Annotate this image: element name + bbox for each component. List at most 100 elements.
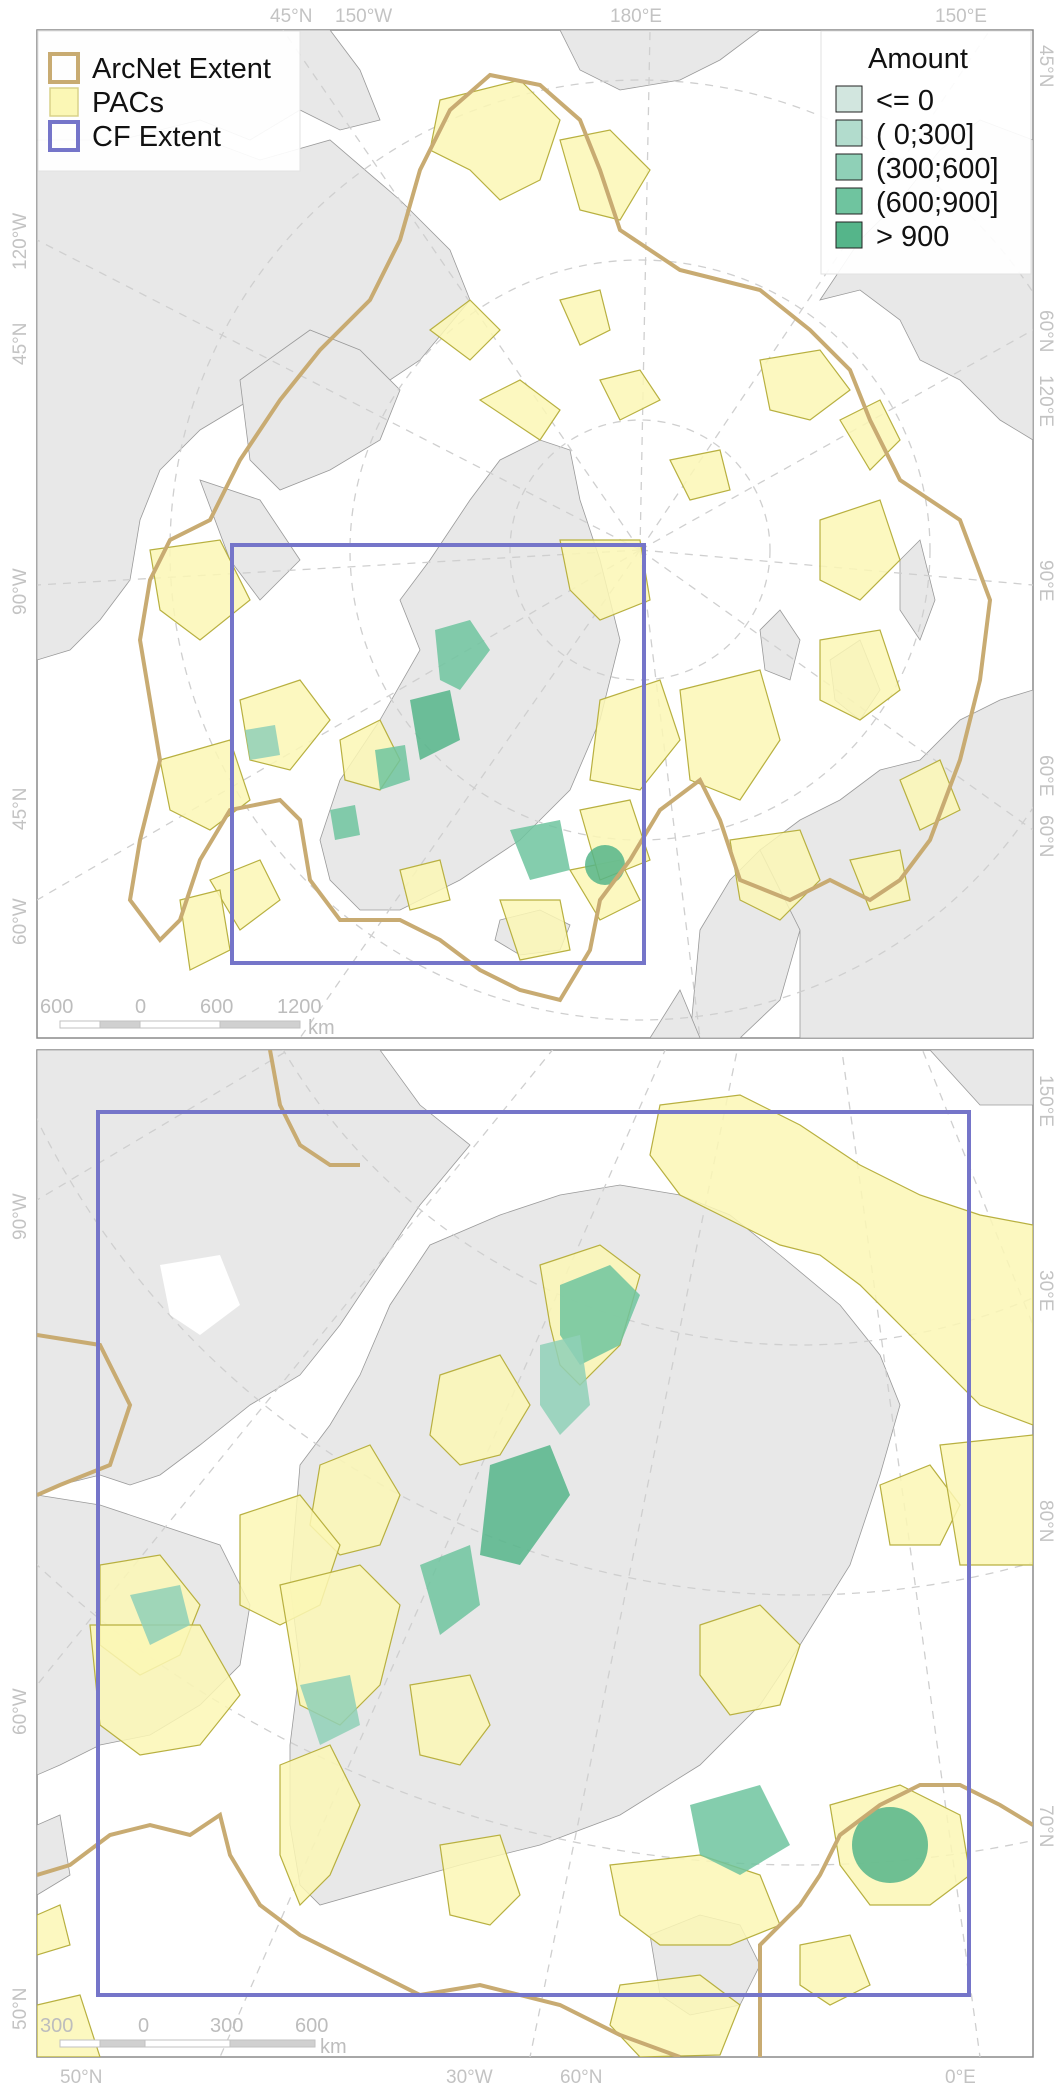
amount-swatch-1 [835,85,863,113]
amount-cell-600-900 [510,820,570,880]
graticule-label: 50°N [10,1988,31,2030]
graticule-labels-top: 45°N 150°W 180°E 150°E [270,6,987,27]
amount-hotspots [245,620,625,885]
cf-legend-swatch [48,120,80,152]
pac-area [599,369,661,421]
pac-area [669,449,731,501]
graticule-label: 150°W [335,6,392,27]
graticule-label: 30°W [446,2067,493,2088]
pacs-legend-label: PACs [92,87,164,119]
pac-area [429,1354,531,1466]
arcnet-extent-outline [127,72,993,1003]
extent-legend: ArcNet Extent PACs CF Extent [37,30,301,172]
amount-legend-box [820,30,1032,275]
pac-area [699,1604,801,1716]
pac-area [149,539,251,641]
amount-class-label: (600;900] [876,187,999,219]
amount-cell-600-900 [690,1785,790,1875]
amount-legend: Amount <= 0 ( 0;300] (300;600] (600;900]… [820,30,1032,275]
scale-label: 600 [200,996,233,1018]
scale-label: 0 [138,2015,149,2037]
arcnet-extent-outline [37,1050,1033,2057]
graticule-label: 60°W [10,1688,31,1735]
scale-label: 1200 [277,996,322,1018]
amount-hotspots [130,1265,928,1883]
pac-area [279,1744,361,1907]
pac-area [499,899,571,961]
amount-swatch-4 [835,187,863,215]
pac-area [429,79,561,201]
pacs-legend-swatch [49,87,79,117]
graticule-label: 45°N [10,788,31,830]
cf-extent-outline [230,543,646,965]
scale-segment [144,2039,231,2048]
overview-map: 45°N 150°W 180°E 150°E 120°W 45°N 90°W 4… [10,6,1056,1039]
graticule-label: 150°E [935,6,987,27]
graticule-labels-right: 45°N 60°N 120°E 90°E 60°E 60°N [1035,45,1056,857]
pac-area [819,499,901,601]
scale-label: 0 [135,996,146,1018]
pac-area [399,859,451,911]
graticule-labels-left: 120°W 45°N 90°W 45°N 60°W [10,213,31,945]
amount-class-label: (300;600] [876,153,999,185]
graticule-label: 70°N [1035,1805,1056,1847]
graticule [37,1050,1033,2057]
amount-cell-gt-900 [410,690,460,760]
scale-label: 300 [40,2015,73,2037]
amount-cell-gt-900 [480,1445,570,1565]
amount-cell-600-900 [420,1545,480,1635]
scale-bar: 300 0 300 600 km [40,2015,347,2058]
amount-cell-600-900 [435,620,490,690]
graticule-label: 90°E [1035,560,1056,601]
zoom-map: 50°N 30°W 60°N 0°E 90°W 60°W 50°N 150°E … [10,1049,1056,2088]
pac-area [589,679,681,791]
scale-segment [229,2039,316,2048]
zoom-map-panel: 50°N 30°W 60°N 0°E 90°W 60°W 50°N 150°E … [0,1045,1063,2093]
amount-legend-title: Amount [868,43,968,75]
pac-area [679,669,781,801]
graticule-label: 45°N [10,323,31,365]
graticule-label: 50°N [60,2067,102,2088]
graticule-label: 0°E [945,2067,976,2088]
graticule-label: 120°E [1035,375,1056,427]
pac-area [559,539,651,621]
extent-legend-box [37,30,301,172]
amount-cell-gt-900 [585,845,625,885]
amount-cell-600-900 [375,745,410,790]
graticule-label: 90°W [10,568,31,615]
pac-area [849,849,911,911]
amount-cell-gt-900 [852,1807,928,1883]
arcnet-legend-label: ArcNet Extent [92,53,271,85]
scale-bar: 600 0 600 1200 km [40,996,335,1039]
pac-area [439,1834,521,1926]
pac-area [819,629,901,721]
pac-area [899,759,961,831]
graticule-labels-left: 90°W 60°W 50°N [10,1193,31,2030]
scale-unit: km [320,2036,347,2058]
scale-unit: km [308,1017,335,1039]
scale-segment [59,1020,101,1029]
pac-area [759,349,851,421]
scale-segment [139,1020,221,1029]
graticule-label: 120°W [10,213,31,270]
pac-area [649,1094,1033,1426]
amount-swatch-3 [835,153,863,181]
graticule-label: 90°W [10,1193,31,1240]
graticule-label: 60°N [1035,815,1056,857]
scale-label: 600 [40,996,73,1018]
amount-class-label: <= 0 [876,85,934,117]
amount-cell-300-600 [245,725,280,760]
graticule-label: 45°N [1035,45,1056,87]
overview-map-panel: 45°N 150°W 180°E 150°E 120°W 45°N 90°W 4… [0,0,1063,1045]
graticule-label: 60°W [10,898,31,945]
pac-area [37,1904,71,1956]
arcnet-legend-swatch [48,52,80,84]
graticule-label: 30°E [1035,1270,1056,1311]
amount-class-label: > 900 [876,221,949,253]
amount-cell-300-600 [300,1675,360,1745]
pac-area [478,379,561,441]
pac-area [559,129,651,221]
graticule-label: 45°N [270,6,312,27]
graticule-label: 150°E [1035,1075,1056,1127]
graticule-label: 180°E [610,6,662,27]
